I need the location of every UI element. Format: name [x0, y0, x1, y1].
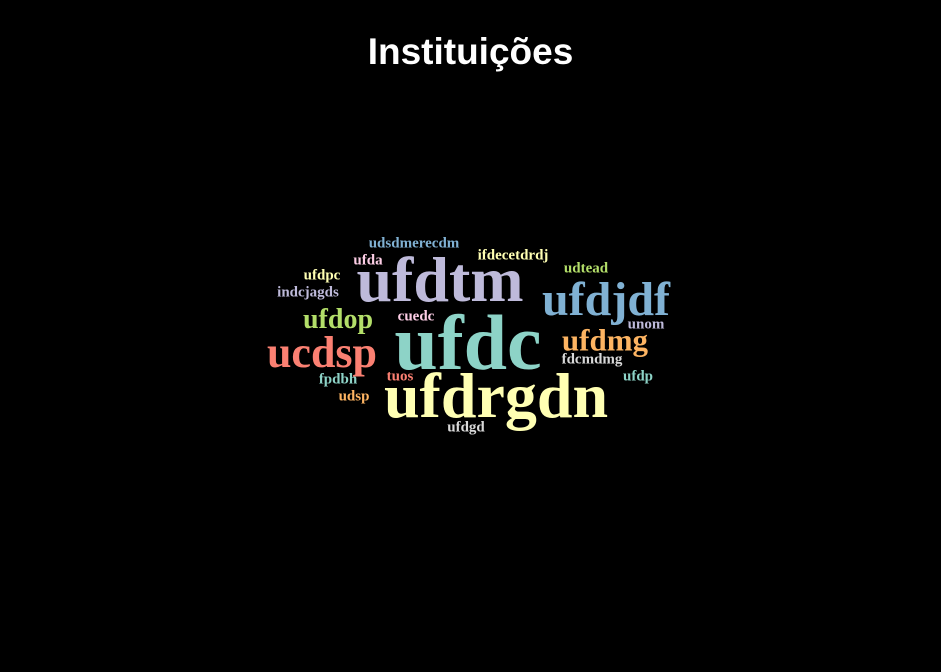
word-ufdjdf: ufdjdf [541, 273, 671, 326]
word-ufdtm: ufdtm [356, 244, 524, 315]
word-ufdmg: ufdmg [561, 322, 649, 358]
page-title: Instituições [367, 31, 574, 72]
word-ufda: ufda [353, 252, 383, 269]
word-udsdmerecdm: udsdmerecdm [368, 235, 460, 252]
word-tuos: tuos [386, 368, 414, 385]
word-fdcmdmg: fdcmdmg [561, 351, 623, 368]
word-cuedc: cuedc [397, 308, 435, 325]
word-ifdecetdrdj: ifdecetdrdj [477, 247, 549, 264]
word-ufdop: ufdop [302, 304, 374, 335]
word-ucdsp: ucdsp [266, 328, 378, 377]
word-ufdp: ufdp [622, 368, 654, 385]
word-ufdpc: ufdpc [303, 267, 341, 284]
word-fpdbh: fpdbh [318, 371, 358, 388]
word-indcjagds: indcjagds [277, 284, 339, 301]
word-unom: unom [627, 316, 665, 333]
word-udtead: udtead [563, 260, 609, 277]
word-ufdgd: ufdgd [447, 419, 485, 436]
word-ufdc: ufdc [394, 299, 542, 386]
word-ufdrgdn: ufdrgdn [383, 360, 609, 431]
word-udsp: udsp [338, 388, 370, 405]
